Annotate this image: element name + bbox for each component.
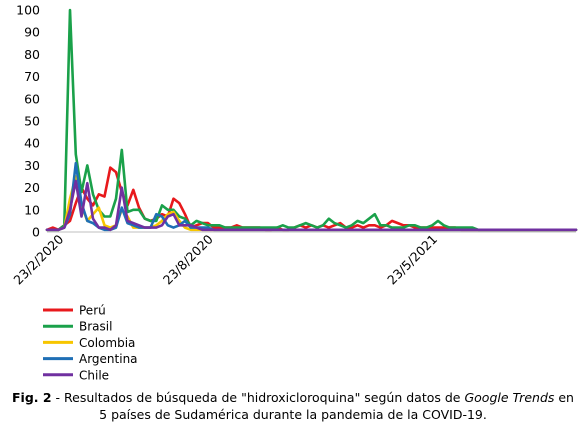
legend-item: Colombia bbox=[43, 336, 135, 350]
legend-item: Chile bbox=[43, 368, 109, 382]
legend: Perú Brasil Colombia Argentina Chile bbox=[43, 304, 138, 382]
legend-item: Argentina bbox=[43, 352, 138, 366]
y-tick-label: 50 bbox=[24, 114, 40, 129]
caption-italic: Google Trends bbox=[464, 390, 555, 405]
y-tick-label: 80 bbox=[24, 47, 40, 62]
y-tick-label: 0 bbox=[32, 225, 40, 240]
legend-label: Brasil bbox=[79, 320, 112, 334]
legend-label: Colombia bbox=[79, 336, 135, 350]
y-tick-label: 90 bbox=[24, 25, 40, 40]
y-tick-label: 70 bbox=[24, 69, 40, 84]
y-tick-label: 100 bbox=[16, 3, 40, 18]
chart: 0 10 20 30 40 50 60 70 80 90 100 23/2/2020 23/8/202… bbox=[10, 3, 578, 382]
y-tick-label: 60 bbox=[24, 91, 40, 106]
y-tick-label: 40 bbox=[24, 136, 40, 151]
legend-label: Chile bbox=[79, 368, 109, 382]
figure-label: Fig. 2 bbox=[12, 390, 52, 405]
figure-caption: Fig. 2 - Resultados de búsqueda de "hidr… bbox=[10, 389, 576, 423]
x-tick-label: 23/2/2020 bbox=[10, 231, 66, 287]
caption-text-1: - Resultados de búsqueda de "hidroxiclor… bbox=[51, 390, 465, 405]
legend-label: Argentina bbox=[79, 352, 138, 366]
y-tick-label: 30 bbox=[24, 158, 40, 173]
series-lines bbox=[45, 8, 578, 232]
caption-text-2: en 5 países de Sudamérica durante la pan… bbox=[99, 390, 574, 422]
y-tick-label: 10 bbox=[24, 202, 40, 217]
x-tick-label: 23/8/2020 bbox=[160, 231, 216, 287]
legend-label: Perú bbox=[79, 304, 106, 318]
y-tick-label: 20 bbox=[24, 180, 40, 195]
legend-item: Brasil bbox=[43, 320, 112, 334]
series-line-chile bbox=[45, 179, 578, 232]
x-tick-label: 23/5/2021 bbox=[384, 232, 440, 288]
y-axis-ticks: 0 10 20 30 40 50 60 70 80 90 100 bbox=[16, 3, 40, 240]
legend-item: Perú bbox=[43, 304, 106, 318]
x-axis-ticks: 23/2/2020 23/8/2020 23/5/2021 bbox=[10, 231, 440, 287]
series-line-brasil bbox=[45, 8, 578, 232]
